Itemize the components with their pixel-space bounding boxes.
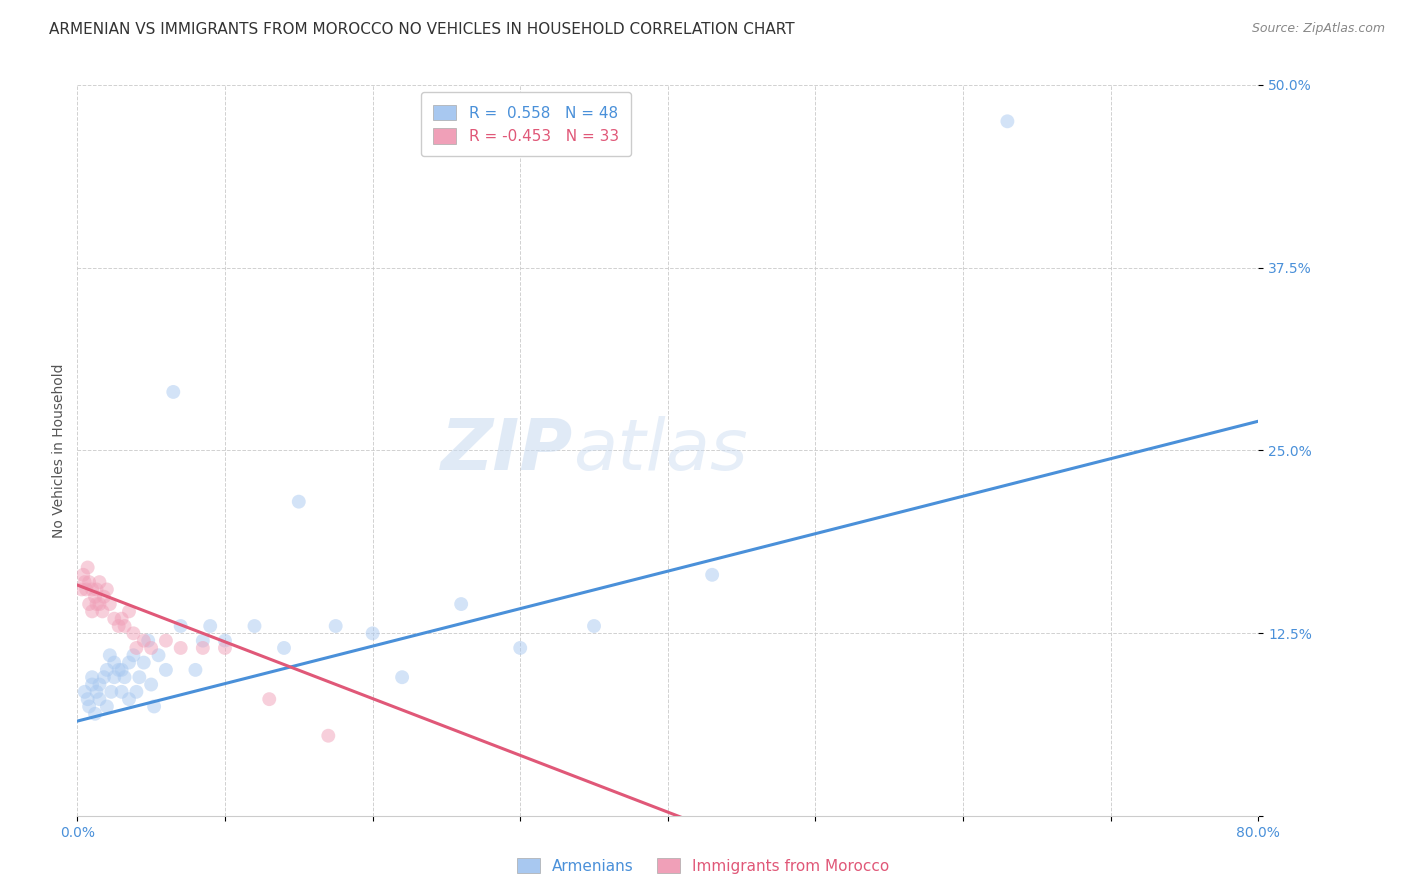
Point [73,685,96,699]
Point [86,685,108,699]
Point [122,648,145,663]
Text: atlas: atlas [574,416,748,485]
Point [84,590,107,604]
Point [132,656,155,670]
Point [184,663,207,677]
Point [111,663,132,677]
Point [141,640,163,655]
Point [96,699,118,714]
Point [997,114,1019,128]
Point [702,567,724,582]
Point [114,619,136,633]
Point [98,597,121,611]
Point [86,597,108,611]
Point [132,633,155,648]
Point [141,677,163,691]
Point [75,582,97,597]
Point [91,604,114,618]
Point [96,582,118,597]
Point [73,575,96,590]
Point [96,663,118,677]
Point [82,582,104,597]
Point [200,619,222,633]
Legend: Armenians, Immigrants from Morocco: Armenians, Immigrants from Morocco [510,852,896,880]
Point [509,640,531,655]
Point [583,619,606,633]
Point [84,706,107,721]
Point [98,648,121,663]
Point [125,685,148,699]
Point [125,640,148,655]
Point [170,640,193,655]
Point [118,604,141,618]
Point [100,685,122,699]
Point [143,699,166,714]
Point [450,597,472,611]
Point [77,597,100,611]
Point [170,619,193,633]
Point [361,626,384,640]
Text: ARMENIAN VS IMMIGRANTS FROM MOROCCO NO VEHICLES IN HOUSEHOLD CORRELATION CHART: ARMENIAN VS IMMIGRANTS FROM MOROCCO NO V… [49,22,794,37]
Point [82,604,104,618]
Point [76,692,98,706]
Point [155,633,177,648]
Point [93,590,115,604]
Point [191,640,214,655]
Point [77,575,100,590]
Point [243,619,266,633]
Point [111,685,132,699]
Y-axis label: No Vehicles in Household: No Vehicles in Household [52,363,66,538]
Point [148,648,170,663]
Point [103,656,125,670]
Point [273,640,295,655]
Point [118,692,141,706]
Point [111,612,132,626]
Point [103,612,125,626]
Point [86,582,108,597]
Point [93,670,115,684]
Point [89,597,111,611]
Point [155,663,177,677]
Text: ZIP: ZIP [441,416,574,485]
Point [391,670,413,684]
Point [325,619,347,633]
Point [114,670,136,684]
Point [82,670,104,684]
Point [122,626,145,640]
Point [103,670,125,684]
Point [118,656,141,670]
Point [259,692,281,706]
Legend: R =  0.558   N = 48, R = -0.453   N = 33: R = 0.558 N = 48, R = -0.453 N = 33 [422,93,631,156]
Point [128,670,150,684]
Point [82,677,104,691]
Point [76,560,98,574]
Point [72,567,94,582]
Text: Source: ZipAtlas.com: Source: ZipAtlas.com [1251,22,1385,36]
Point [318,729,340,743]
Point [214,640,236,655]
Point [162,384,184,399]
Point [136,633,159,648]
Point [89,575,111,590]
Point [107,619,129,633]
Point [107,663,129,677]
Point [70,582,93,597]
Point [214,633,236,648]
Point [89,677,111,691]
Point [191,633,214,648]
Point [288,494,311,508]
Point [89,692,111,706]
Point [77,699,100,714]
